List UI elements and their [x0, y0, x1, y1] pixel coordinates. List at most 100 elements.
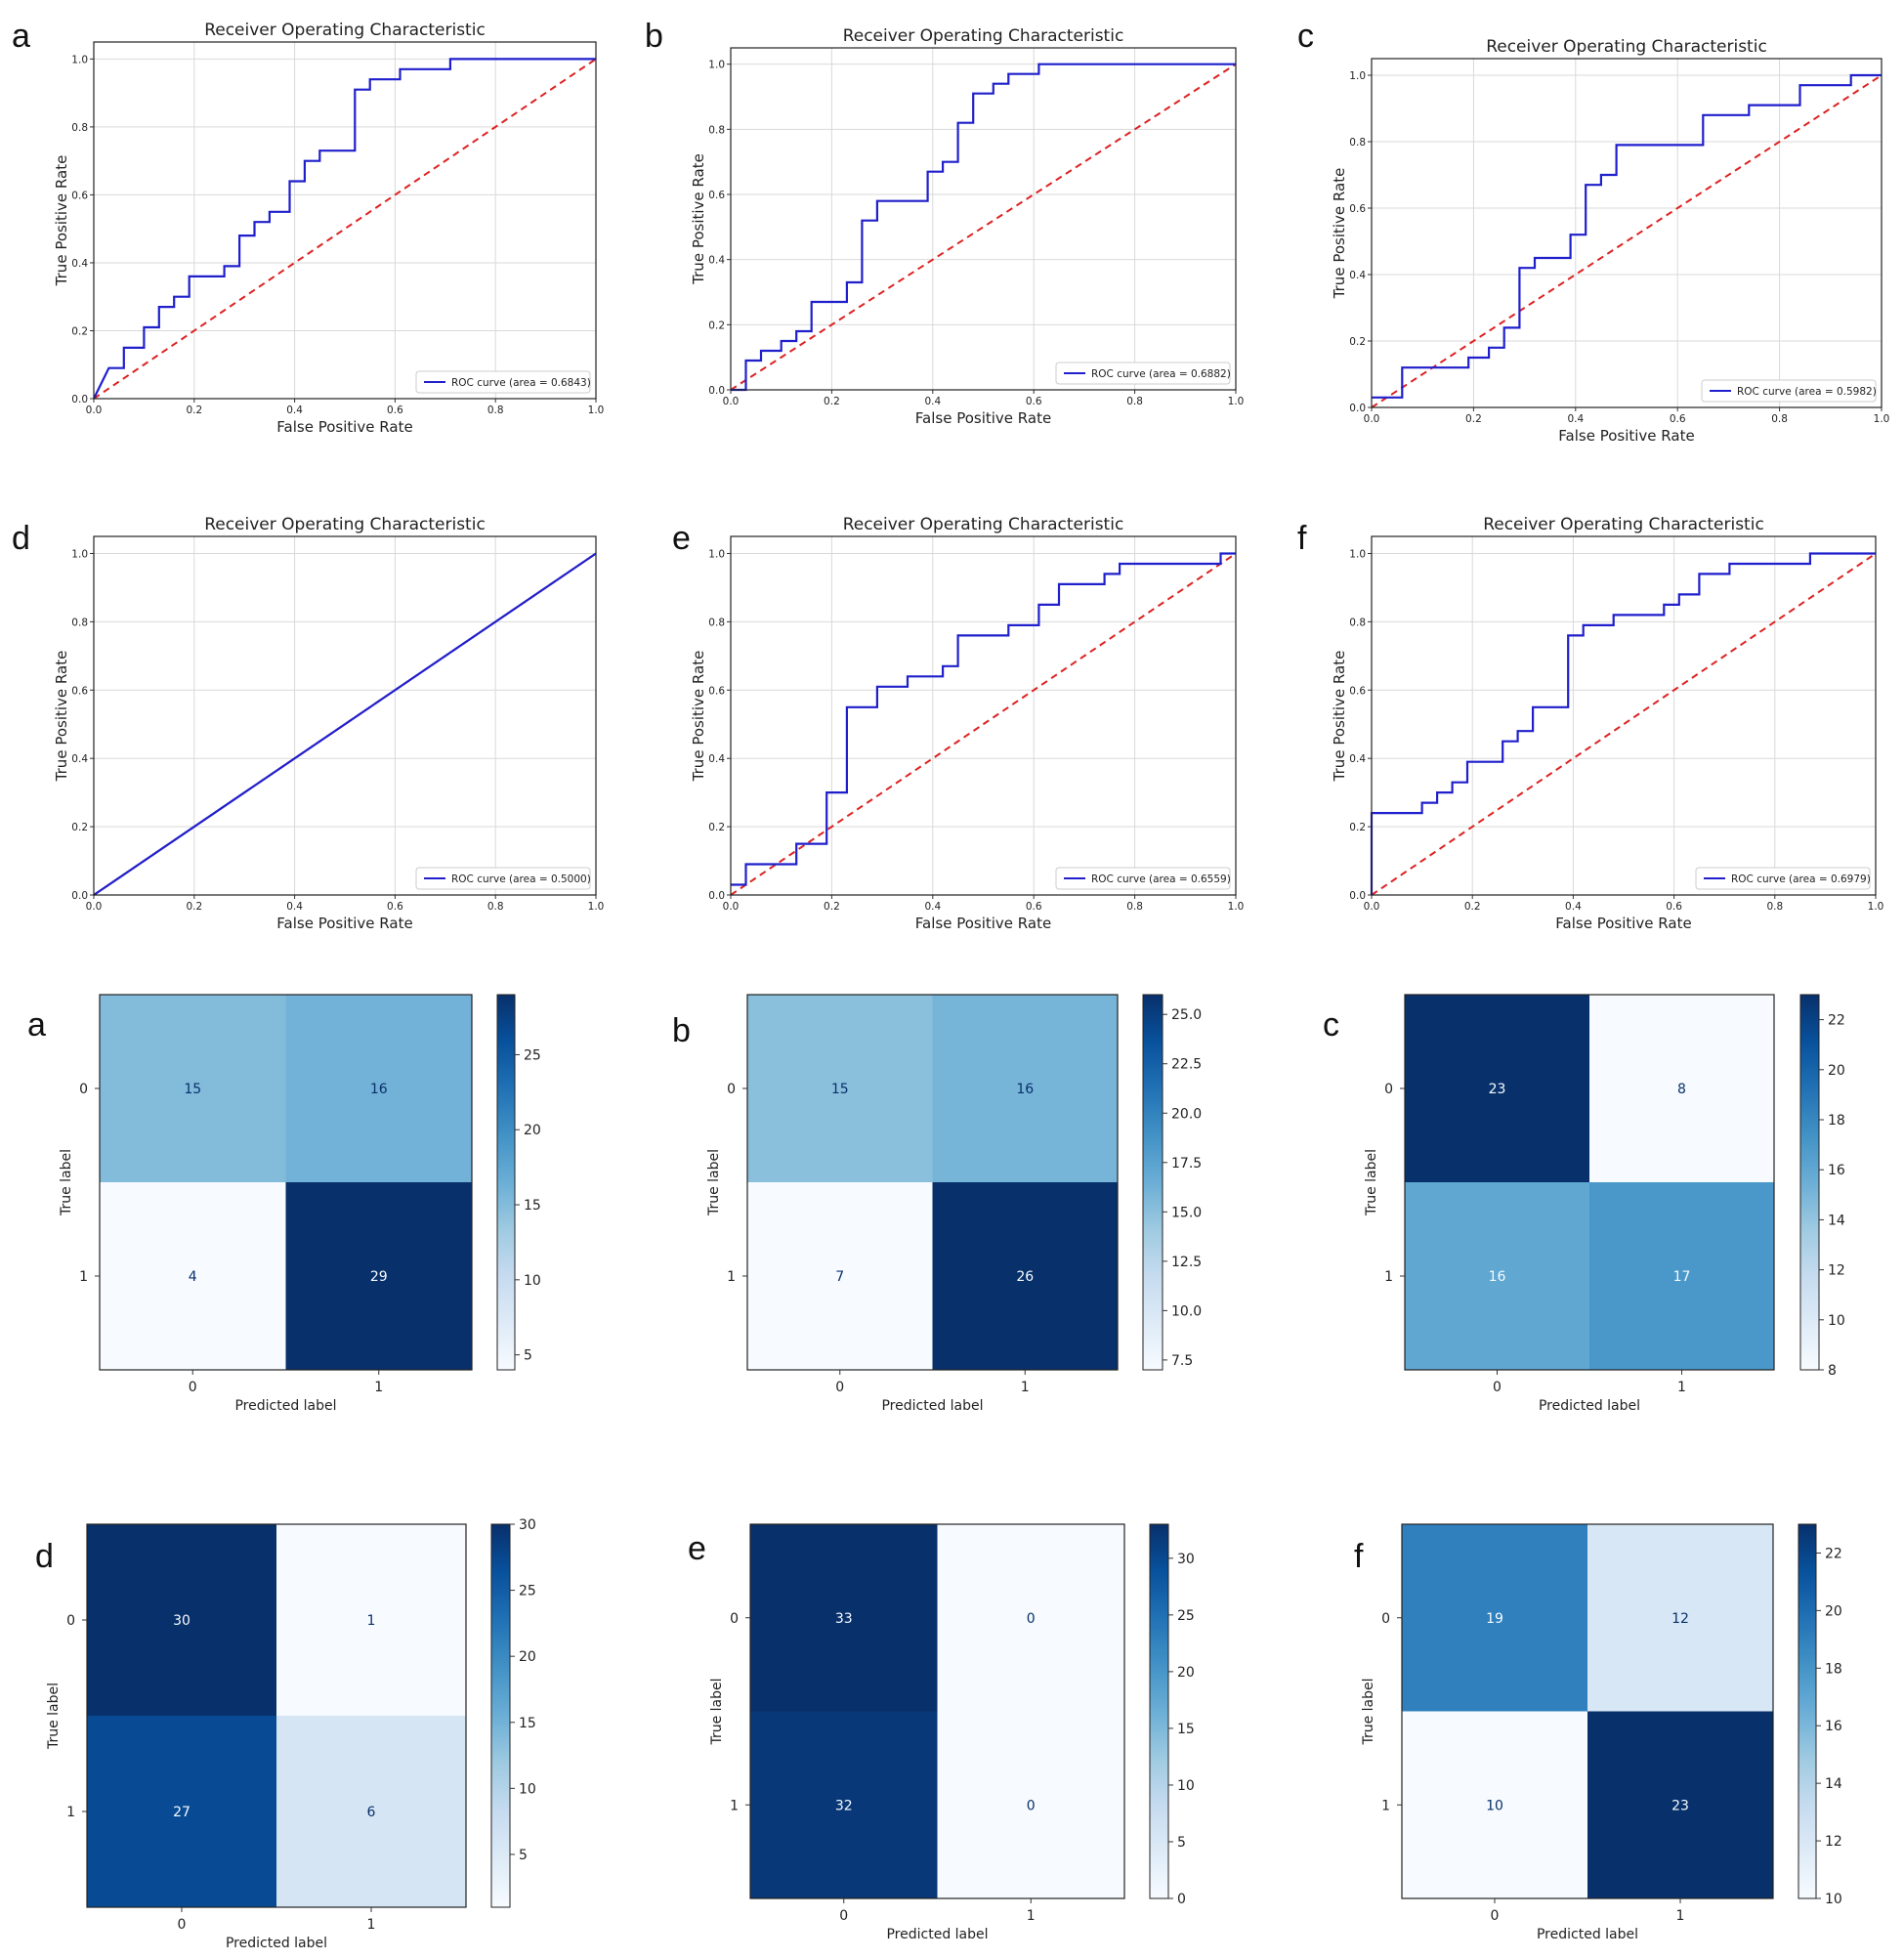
legend: ROC curve (area = 0.6979) — [1695, 867, 1871, 890]
colorbar-gradient — [1799, 994, 1820, 1371]
y-tick-label: 0 — [727, 1082, 736, 1097]
legend: ROC curve (area = 0.5982) — [1701, 379, 1877, 403]
cell-value: 30 — [173, 1613, 190, 1629]
cell-value: 4 — [189, 1269, 197, 1285]
y-tick-label: 0 — [79, 1082, 88, 1097]
matrix-cell — [285, 1182, 472, 1370]
colorbar-tick-label: 10.0 — [1171, 1303, 1202, 1319]
matrix-cell — [937, 1711, 1124, 1898]
x-axis-label: Predicted label — [234, 1398, 336, 1414]
x-tick-label: 1.0 — [588, 405, 605, 416]
y-tick-label: 0.0 — [1349, 890, 1366, 902]
x-tick-label: 1 — [1027, 1908, 1036, 1924]
roc-curve-line — [1370, 552, 1876, 895]
legend-label: ROC curve (area = 0.6882) — [1091, 368, 1231, 380]
x-axis-label: Predicted label — [886, 1927, 988, 1942]
x-tick-label: 0.2 — [186, 405, 202, 416]
x-axis-label: Predicted label — [226, 1936, 327, 1951]
x-tick-label: 0.4 — [1565, 901, 1582, 913]
x-axis-label: Predicted label — [881, 1398, 983, 1414]
cell-value: 7 — [835, 1269, 844, 1285]
x-tick-label: 0.2 — [1464, 901, 1481, 913]
colorbar-tick-label: 17.5 — [1171, 1156, 1202, 1172]
x-tick-label: 0.4 — [924, 901, 941, 913]
x-tick-label: 0.0 — [1364, 901, 1380, 913]
x-tick-label: 0.0 — [86, 901, 103, 913]
chart-title: Receiver Operating Characteristic — [1486, 37, 1767, 57]
colorbar-tick-label: 10 — [1177, 1778, 1195, 1794]
y-axis-label: True label — [1364, 1149, 1379, 1216]
y-tick-label: 0.2 — [71, 325, 88, 337]
roc-panel-f: f Receiver Operating Characteristic 0.00.0… — [1297, 515, 1883, 932]
legend-box — [415, 867, 591, 890]
chart-title: Receiver Operating Characteristic — [204, 515, 486, 534]
x-tick-label: 0 — [835, 1380, 844, 1395]
x-tick-label: 0.4 — [1567, 413, 1584, 425]
colorbar-tick-label: 12.5 — [1171, 1255, 1202, 1270]
x-tick-label: 1 — [374, 1380, 383, 1395]
cell-value: 27 — [173, 1805, 190, 1820]
x-tick-label: 0.6 — [1666, 901, 1682, 913]
y-tick-label: 1.0 — [71, 548, 88, 560]
matrix-cell — [1587, 1711, 1773, 1898]
y-tick-label: 0.8 — [708, 124, 725, 136]
y-axis-label: True label — [709, 1678, 725, 1745]
confusion-matrix-e: e 33 0 32 0 0 0 1 1 Predicted label True label 0 5 10… — [688, 1523, 1195, 1942]
matrix-cell — [1587, 1524, 1773, 1712]
y-tick-label: 1 — [727, 1269, 736, 1285]
legend-label: ROC curve (area = 0.6559) — [1091, 873, 1231, 885]
y-axis-label: True label — [706, 1149, 722, 1216]
panel-letter: f — [1297, 520, 1307, 557]
matrix-cell — [1589, 1182, 1774, 1370]
y-tick-label: 0.4 — [1349, 270, 1366, 281]
y-axis-label: True label — [59, 1149, 74, 1216]
cell-value: 15 — [831, 1082, 849, 1097]
colorbar-tick-label: 30 — [1177, 1552, 1195, 1567]
colorbar-tick-label: 10 — [519, 1781, 536, 1797]
x-tick-label: 0.0 — [1364, 413, 1380, 425]
matrix-cell — [87, 1524, 276, 1716]
colorbar-tick-label: 20.0 — [1171, 1106, 1202, 1122]
y-axis-label: True Positive Rate — [53, 651, 70, 783]
colorbar-tick-label: 5 — [524, 1348, 532, 1364]
colorbar-tick-label: 25 — [524, 1047, 541, 1063]
x-tick-label: 0.6 — [1026, 901, 1042, 913]
y-tick-label: 0.8 — [71, 617, 88, 628]
matrix-frame — [86, 1523, 467, 1908]
matrix-cell — [1405, 1182, 1589, 1370]
chance-diagonal-line — [1371, 552, 1877, 896]
y-axis-label: True Positive Rate — [690, 153, 707, 285]
x-tick-label: 0 — [1493, 1380, 1502, 1395]
x-tick-label: 1 — [1677, 1380, 1686, 1395]
legend-label: ROC curve (area = 0.6979) — [1731, 873, 1871, 885]
y-axis-label: True Positive Rate — [53, 155, 70, 287]
legend-label: ROC curve (area = 0.5000) — [451, 873, 591, 885]
matrix-cell — [100, 1182, 286, 1370]
x-tick-label: 1.0 — [1868, 901, 1884, 913]
colorbar-tick-label: 5 — [1177, 1835, 1186, 1851]
x-tick-label: 0.6 — [387, 405, 403, 416]
y-axis-label: True label — [1361, 1678, 1376, 1745]
colorbar-tick-label: 20 — [1177, 1665, 1195, 1681]
y-tick-label: 0.0 — [708, 890, 725, 902]
y-tick-label: 0.8 — [708, 617, 725, 628]
x-axis-label: False Positive Rate — [1558, 427, 1694, 445]
y-tick-label: 0.6 — [71, 190, 88, 201]
chart-title: Receiver Operating Characteristic — [204, 21, 486, 40]
roc-panel-e: e Receiver Operating Characteristic 0.00.0… — [672, 515, 1244, 932]
colorbar-tick-label: 25 — [1177, 1608, 1195, 1624]
y-tick-label: 1.0 — [1349, 70, 1366, 82]
x-tick-label: 0 — [1491, 1908, 1500, 1924]
colorbar-tick-label: 18 — [1825, 1661, 1842, 1677]
legend-label: ROC curve (area = 0.5982) — [1737, 386, 1877, 398]
panel-letter: e — [688, 1530, 706, 1567]
y-tick-label: 0 — [66, 1613, 75, 1629]
x-axis-label: False Positive Rate — [915, 915, 1051, 932]
x-axis-label: False Positive Rate — [915, 409, 1051, 427]
cell-value: 23 — [1489, 1082, 1506, 1097]
colorbar-tick-label: 14 — [1825, 1776, 1842, 1792]
matrix-frame — [746, 994, 1119, 1371]
cell-value: 19 — [1486, 1611, 1503, 1627]
y-axis-label: True Positive Rate — [1331, 168, 1348, 300]
